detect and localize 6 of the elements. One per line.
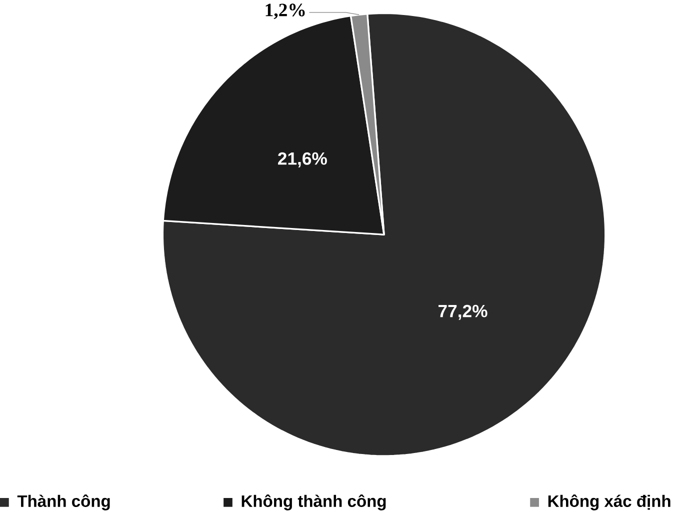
legend-label: Thành công bbox=[17, 494, 110, 510]
data-label: 21,6% bbox=[278, 152, 327, 168]
legend-label: Không thành công bbox=[242, 494, 386, 510]
data-label: 77,2% bbox=[438, 304, 488, 320]
legend-label: Không xác định bbox=[548, 494, 670, 510]
data-label: 1,2% bbox=[266, 4, 305, 20]
